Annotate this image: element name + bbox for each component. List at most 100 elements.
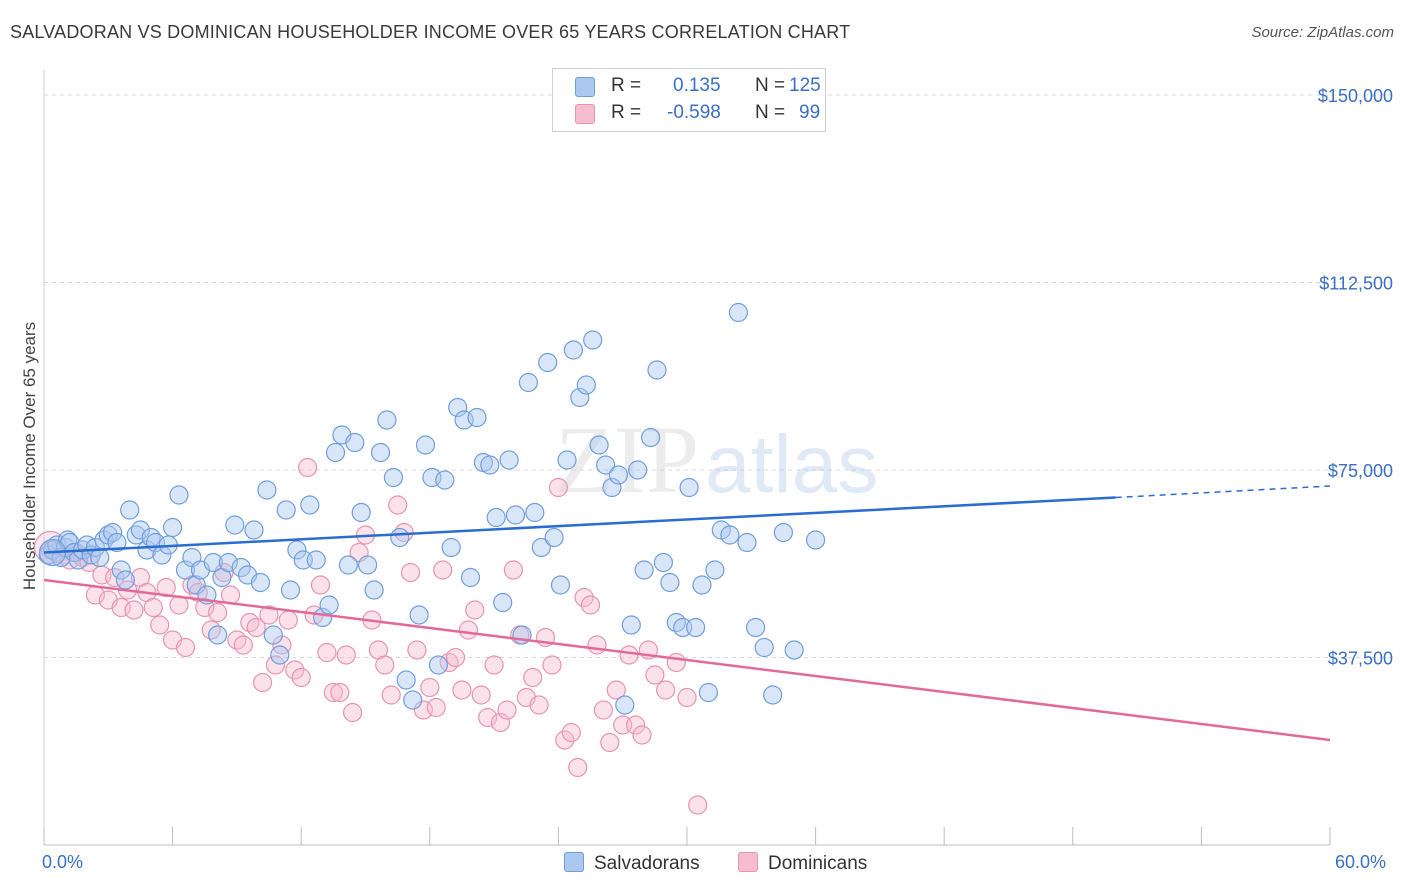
salvadorans-point-117 — [728, 302, 749, 323]
salvadorans-point-72 — [435, 470, 455, 490]
correlation-legend: R = 0.135 N = 125 R = -0.598 N = 99 — [552, 68, 826, 132]
salvadorans-point-32 — [186, 575, 206, 595]
bottom-legend-label: Dominicans — [768, 853, 868, 874]
salvadorans-point-92 — [563, 340, 584, 360]
dominicans-point-83 — [574, 587, 594, 608]
dominicans-point-63 — [445, 647, 466, 668]
dominicans-point-70 — [490, 712, 511, 733]
dominicans-point-92 — [632, 725, 652, 745]
dominicans-point-18 — [156, 577, 176, 598]
salvadorans-point-86 — [525, 502, 545, 523]
salvadorans-point-121 — [763, 685, 783, 705]
axes — [43, 70, 1331, 846]
salvadorans-point-101 — [621, 615, 641, 635]
dominicans-point-66 — [465, 600, 485, 620]
dominicans-point-81 — [561, 722, 581, 743]
dominicans-point-24 — [195, 597, 215, 618]
dominicans-point-21 — [175, 637, 196, 658]
salvadorans-point-97 — [595, 455, 616, 475]
source-credit: Source: ZipAtlas.com — [1251, 24, 1394, 41]
dominicans-point-97 — [677, 687, 697, 708]
dominicans-point-29 — [227, 630, 247, 650]
dominicans-point-84 — [580, 595, 601, 615]
legend-swatch-pink — [575, 104, 595, 124]
salvadorans-point-16 — [102, 522, 123, 543]
dominicans-point-72 — [503, 560, 524, 580]
salvadorans-point-81 — [493, 592, 513, 613]
dominicans-point-98 — [688, 795, 708, 815]
legend-swatch-pink — [738, 852, 758, 872]
dominicans-point-91 — [625, 715, 646, 735]
x-tick-label-max: 60.0% — [1335, 852, 1387, 872]
y-tick-label-3: $150,000 — [1318, 86, 1393, 106]
salvadorans-point-44 — [257, 480, 277, 500]
legend-n-value: 125 — [789, 75, 821, 96]
salvadorans-point-95 — [583, 330, 603, 350]
salvadorans-point-90 — [550, 575, 571, 595]
dominicans-point-86 — [593, 700, 614, 720]
dominicans-point-75 — [523, 667, 543, 688]
dominicans-point-37 — [278, 610, 298, 630]
dominicans-point-40 — [298, 457, 318, 478]
salvadorans-point-77 — [467, 407, 487, 428]
dominicans-point-94 — [645, 665, 665, 685]
salvadorans-point-39 — [225, 515, 245, 535]
dominicans-point-16 — [143, 597, 163, 618]
dominicans-point-88 — [606, 680, 626, 700]
salvadorans-point-94 — [576, 375, 596, 395]
dominicans-point-96 — [666, 652, 686, 673]
salvadorans-point-111 — [685, 617, 706, 638]
salvadorans-point-106 — [653, 552, 674, 573]
salvadorans-point-104 — [640, 427, 661, 448]
salvadorans-point-82 — [499, 450, 519, 470]
salvadorans-point-114 — [705, 560, 725, 580]
salvadorans-point-105 — [647, 360, 667, 380]
y-tick-label-2: $112,500 — [1319, 274, 1393, 294]
y-tick-label-1: $75,000 — [1328, 461, 1393, 481]
salvadorans-point-122 — [773, 522, 794, 543]
dominicans-point-35 — [265, 655, 286, 675]
salvadorans-point-100 — [615, 695, 635, 715]
legend-swatch-blue — [575, 77, 595, 97]
dominicans-point-42 — [310, 575, 331, 595]
watermark: ZIP atlas — [555, 406, 878, 513]
salvadorans-point-120 — [754, 637, 774, 658]
salvadorans-point-87 — [531, 537, 551, 558]
salvadorans-point-69 — [415, 435, 436, 455]
salvadorans-point-107 — [660, 572, 680, 593]
dominicans-trend-line — [43, 578, 1331, 742]
salvadorans-point-103 — [634, 560, 654, 580]
dominicans-point-44 — [323, 682, 343, 703]
dominicans-point-65 — [458, 620, 478, 640]
salvadorans-point-20 — [120, 500, 140, 520]
dominicans-point-54 — [388, 495, 408, 515]
salvadorans-point-61 — [364, 580, 384, 600]
y-tick-labels: $37,500 $75,000 $112,500 $150,000 — [1318, 86, 1393, 669]
dominicans-point-87 — [600, 732, 620, 753]
salvadorans-point-73 — [441, 537, 461, 558]
salvadorans-point-36 — [208, 625, 228, 645]
salvadorans-point-51 — [300, 495, 320, 515]
salvadorans-point-52 — [306, 550, 326, 570]
salvadorans-point-63 — [377, 410, 397, 430]
salvadorans-point-19 — [115, 570, 136, 590]
salvadorans-point-118 — [737, 532, 757, 553]
salvadorans-point-98 — [602, 477, 622, 498]
dominicans-point-17 — [150, 615, 170, 635]
salvadorans-trend-line — [43, 496, 1116, 554]
salvadorans-point-49 — [287, 540, 307, 560]
dominicans-point-43 — [317, 642, 337, 663]
salvadorans-point-48 — [280, 580, 301, 600]
salvadorans-point-17 — [107, 532, 127, 553]
legend-n-label: N = — [755, 102, 786, 123]
y-tick-label-0: $37,500 — [1328, 649, 1393, 669]
salvadorans-point-110 — [679, 477, 699, 498]
salvadorans-point-67 — [403, 690, 423, 710]
salvadorans-point-62 — [370, 442, 391, 463]
salvadorans-point-65 — [390, 527, 410, 548]
dominicans-point-32 — [246, 617, 266, 638]
dominicans-point-47 — [343, 702, 363, 723]
dominicans-points — [33, 457, 708, 815]
dominicans-point-64 — [452, 680, 472, 700]
legend-r-value: -0.598 — [667, 102, 721, 123]
